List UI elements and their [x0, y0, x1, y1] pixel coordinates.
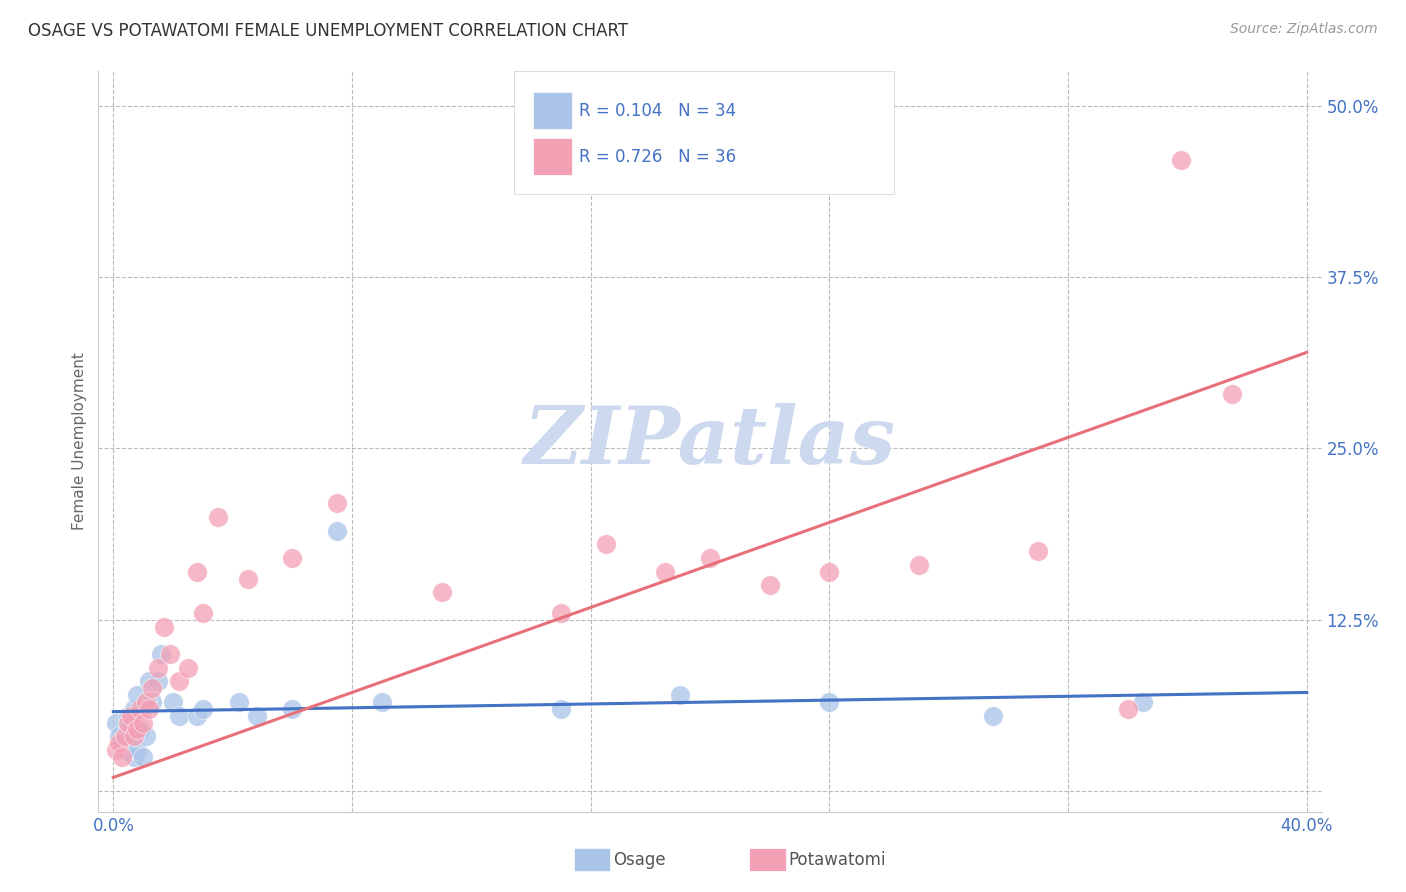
Point [1026, 544, 1049, 558]
Point [120, 729, 142, 743]
Point [120, 708, 142, 723]
Point [191, 606, 214, 620]
Point [908, 558, 931, 572]
FancyBboxPatch shape [533, 93, 572, 128]
Point [167, 708, 190, 723]
Point [122, 729, 145, 743]
Text: OSAGE VS POTAWATOMI FEMALE UNEMPLOYMENT CORRELATION CHART: OSAGE VS POTAWATOMI FEMALE UNEMPLOYMENT … [28, 22, 628, 40]
Point [186, 708, 208, 723]
Point [167, 674, 190, 689]
Text: Source: ZipAtlas.com: Source: ZipAtlas.com [1230, 22, 1378, 37]
Text: ZIPatlas: ZIPatlas [524, 403, 896, 480]
Point [111, 750, 134, 764]
Point [127, 723, 149, 737]
Text: R = 0.726   N = 36: R = 0.726 N = 36 [579, 147, 737, 166]
Point [186, 565, 208, 579]
Point [129, 702, 152, 716]
FancyBboxPatch shape [533, 138, 572, 175]
Point [138, 674, 160, 689]
Point [228, 695, 250, 709]
Point [114, 729, 136, 743]
Point [177, 661, 200, 675]
Point [669, 688, 692, 702]
Point [818, 565, 841, 579]
Point [135, 729, 157, 743]
Point [146, 661, 169, 675]
Point [550, 702, 572, 716]
Point [117, 708, 139, 723]
Point [430, 585, 453, 599]
Point [281, 551, 304, 566]
Point [654, 565, 676, 579]
Point [108, 729, 131, 743]
Point [132, 750, 155, 764]
Point [983, 708, 1005, 723]
Point [236, 572, 259, 586]
Point [135, 695, 157, 709]
Point [818, 695, 841, 709]
Point [1170, 153, 1192, 168]
Point [120, 715, 142, 730]
Point [105, 715, 128, 730]
Point [207, 510, 229, 524]
Point [122, 702, 145, 716]
Point [1220, 386, 1243, 401]
Point [191, 702, 214, 716]
FancyBboxPatch shape [515, 71, 893, 194]
Point [326, 496, 349, 510]
Point [127, 743, 149, 757]
Point [105, 743, 128, 757]
Point [595, 537, 617, 551]
Point [281, 702, 304, 716]
Text: Osage: Osage [613, 851, 665, 869]
Point [141, 695, 163, 709]
Point [153, 619, 176, 633]
Text: R = 0.104   N = 34: R = 0.104 N = 34 [579, 102, 737, 120]
Point [132, 715, 155, 730]
Point [159, 647, 181, 661]
Point [150, 647, 173, 661]
Point [162, 695, 184, 709]
Text: Potawatomi: Potawatomi [789, 851, 886, 869]
Point [699, 551, 721, 566]
Point [371, 695, 394, 709]
Point [122, 750, 145, 764]
Y-axis label: Female Unemployment: Female Unemployment [72, 352, 87, 531]
Point [1116, 702, 1139, 716]
Point [1132, 695, 1154, 709]
Point [108, 736, 131, 750]
Point [146, 674, 169, 689]
Point [127, 688, 149, 702]
Point [758, 578, 780, 592]
Point [550, 606, 572, 620]
Point [117, 723, 139, 737]
Point [326, 524, 349, 538]
Point [129, 723, 152, 737]
Point [111, 736, 134, 750]
Point [114, 743, 136, 757]
Point [141, 681, 163, 696]
Point [132, 702, 155, 716]
Point [245, 708, 267, 723]
Point [117, 715, 139, 730]
Point [138, 702, 160, 716]
